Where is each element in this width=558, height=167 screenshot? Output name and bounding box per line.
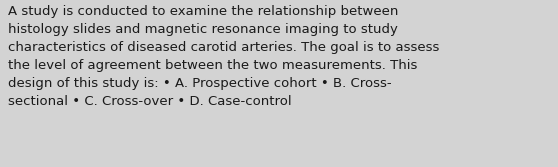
Text: A study is conducted to examine the relationship between
histology slides and ma: A study is conducted to examine the rela… bbox=[8, 5, 440, 108]
